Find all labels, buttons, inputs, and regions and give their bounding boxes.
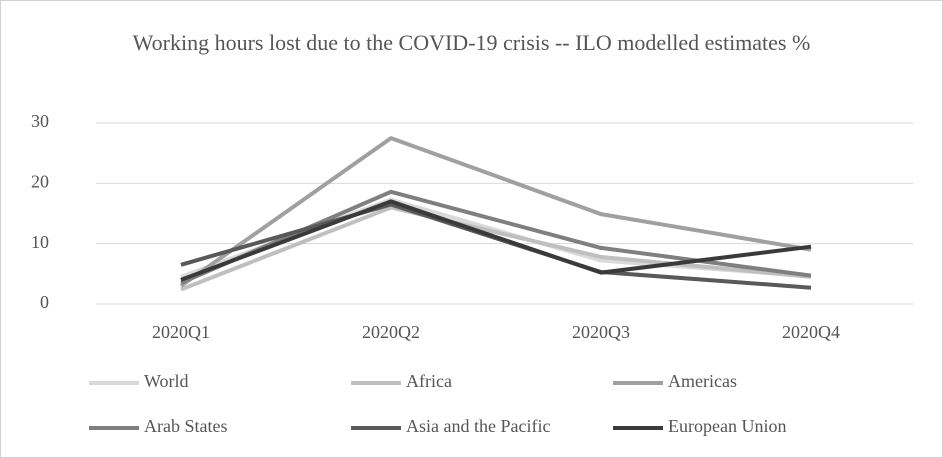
legend-label: World bbox=[144, 371, 189, 391]
y-tick-label: 0 bbox=[40, 292, 49, 312]
x-tick-label: 2020Q3 bbox=[572, 322, 630, 342]
series-line bbox=[180, 189, 812, 285]
legend-label: Arab States bbox=[144, 416, 227, 436]
y-tick-label: 10 bbox=[31, 232, 49, 252]
series-line bbox=[179, 136, 812, 288]
y-tick-label: 30 bbox=[31, 111, 49, 131]
legend-label: Americas bbox=[668, 371, 737, 391]
x-tick-label: 2020Q1 bbox=[152, 322, 210, 342]
x-tick-label: 2020Q2 bbox=[362, 322, 420, 342]
chart-title: Working hours lost due to the COVID-19 c… bbox=[132, 30, 811, 55]
y-tick-label: 20 bbox=[31, 171, 49, 191]
series-line bbox=[180, 199, 812, 282]
x-tick-label: 2020Q4 bbox=[782, 322, 840, 342]
legend-label: European Union bbox=[668, 416, 786, 436]
legend-label: Africa bbox=[406, 371, 452, 391]
series-line bbox=[180, 205, 812, 292]
legend-label: Asia and the Pacific bbox=[406, 416, 550, 436]
